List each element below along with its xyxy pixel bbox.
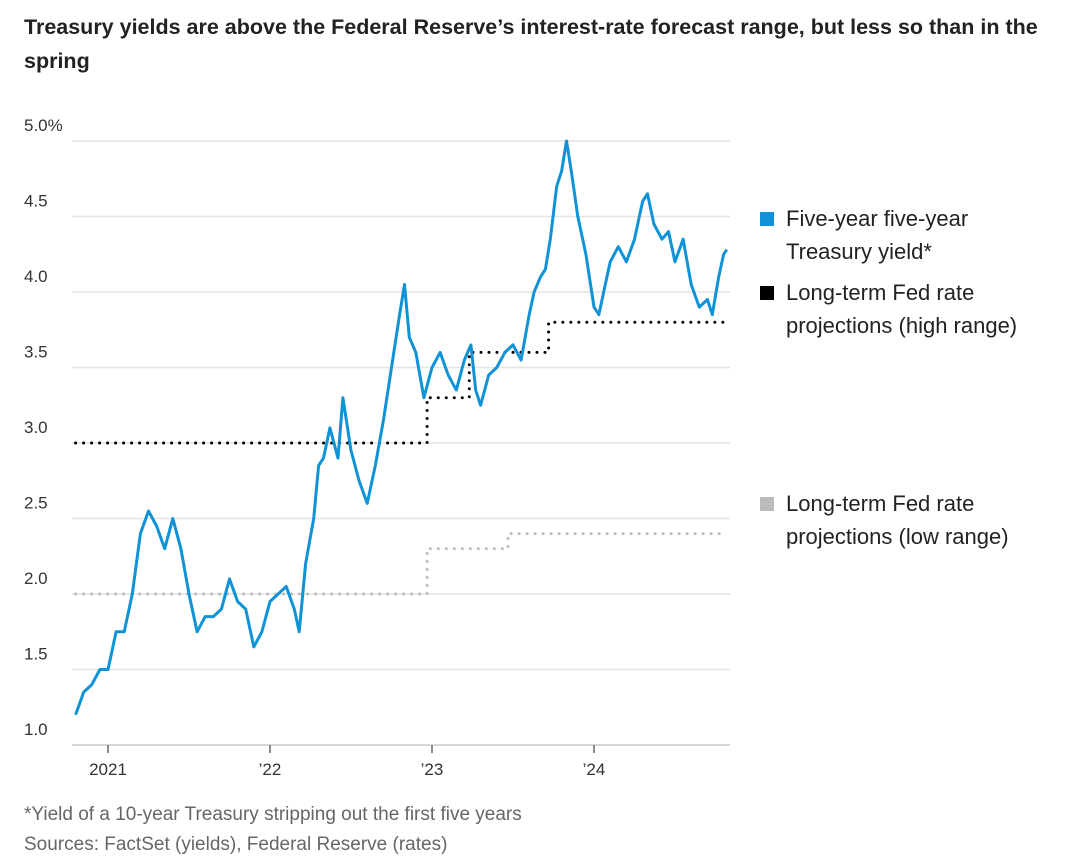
legend-swatch-gray	[760, 497, 774, 511]
legend-label: Long-term Fed rate	[786, 491, 975, 516]
chart-title: Treasury yields are above the Federal Re…	[24, 15, 1038, 73]
y-axis-ticks: 5.0% 4.5 4.0 3.5 3.0 2.5 2.0 1.5 1.0	[24, 116, 63, 739]
y-tick-label: 3.0	[24, 418, 48, 437]
footnote: *Yield of a 10-year Treasury stripping o…	[24, 804, 522, 825]
x-tick-label: ’24	[583, 760, 606, 779]
y-tick-label: 3.5	[24, 343, 48, 362]
y-tick-label: 4.5	[24, 192, 48, 211]
sources: Sources: FactSet (yields), Federal Reser…	[24, 834, 448, 855]
x-tick-label: ’23	[421, 760, 444, 779]
legend-label: Treasury yield*	[786, 239, 932, 264]
legend-swatch-blue	[760, 212, 774, 226]
legend-label: Long-term Fed rate	[786, 280, 975, 305]
legend-item-fed-low: Long-term Fed rate projections (low rang…	[760, 487, 1086, 553]
grid-lines	[72, 140, 730, 746]
legend-label: projections (low range)	[786, 524, 1009, 549]
series-line-fed-high	[74, 320, 726, 445]
y-tick-label: 4.0	[24, 267, 48, 286]
legend-item-fed-high: Long-term Fed rate projections (high ran…	[760, 276, 1086, 342]
x-tick-label: 2021	[89, 760, 127, 779]
legend-item-treasury-yield: Five-year five-year Treasury yield*	[760, 202, 1086, 268]
legend-label: Five-year five-year	[786, 206, 969, 231]
y-tick-label: 2.0	[24, 569, 48, 588]
x-axis-ticks: 2021 ’22 ’23 ’24	[89, 745, 605, 779]
y-tick-label: 2.5	[24, 494, 48, 513]
legend-swatch-black	[760, 286, 774, 300]
y-tick-label: 1.0	[24, 720, 48, 739]
y-tick-label: 1.5	[24, 645, 48, 664]
legend-label: projections (high range)	[786, 313, 1018, 338]
y-tick-label: 5.0%	[24, 116, 63, 135]
series-line-yield	[74, 139, 729, 716]
series-line-fed-low	[74, 532, 726, 596]
series-lines	[74, 139, 729, 716]
x-tick-label: ’22	[259, 760, 282, 779]
